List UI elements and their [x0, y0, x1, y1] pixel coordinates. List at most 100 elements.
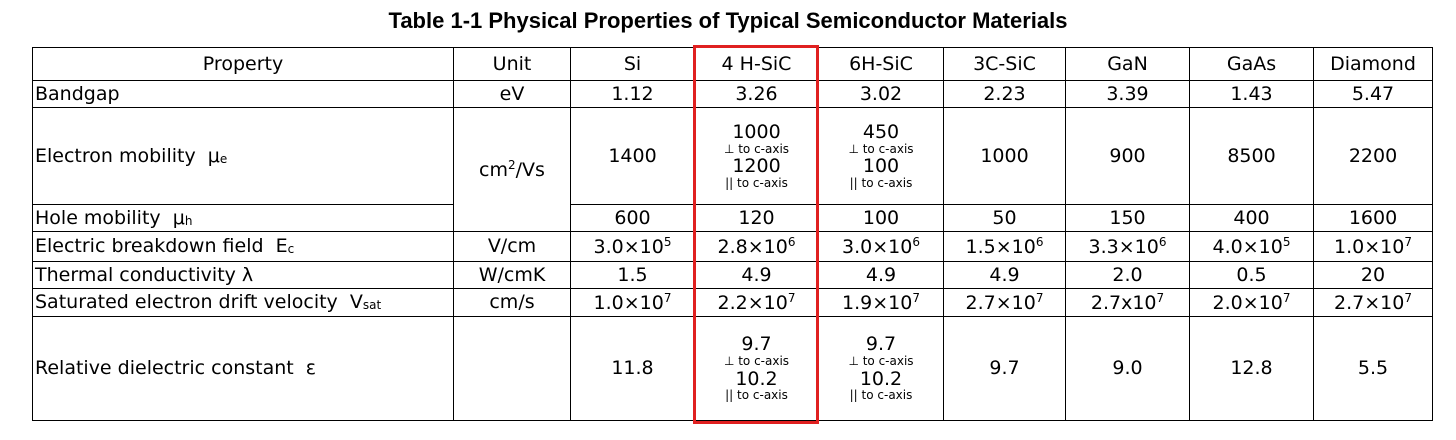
unit-cell: W/cmK: [453, 261, 571, 289]
table-row: Thermal conductivity λ W/cmK 1.5 4.9 4.9 4.9 2…: [32, 261, 1433, 289]
value-cell: 2.0: [1065, 261, 1190, 289]
column-header: 4 H-SiC: [694, 47, 819, 81]
cell-text: cm: [479, 158, 508, 181]
cell-text: 6: [912, 234, 920, 249]
value-cell: 1.0×107: [570, 288, 695, 317]
cell-text: 7: [663, 290, 672, 305]
value-cell: 120: [694, 204, 819, 232]
value-cell: 2200: [1313, 107, 1433, 205]
value-cell: 400: [1189, 204, 1314, 232]
property-cell: Electric breakdown field Ec: [32, 231, 454, 262]
cell-text: W/cmK: [478, 263, 546, 286]
value-cell: 8500: [1189, 107, 1314, 205]
cell-text: sat: [362, 298, 382, 313]
value-cell: 1.5×106: [943, 231, 1066, 262]
value-cell: 3.3×106: [1065, 231, 1190, 262]
cell-text: 2.7×10: [1334, 291, 1405, 314]
cell-text: eV: [499, 82, 525, 105]
value-cell: 4.9: [694, 261, 819, 289]
cell-value: 9.7: [865, 333, 897, 356]
value-cell: 5.5: [1313, 316, 1433, 421]
property-cell: Hole mobility μh: [32, 204, 454, 232]
cell-value: 100: [862, 155, 900, 177]
value-cell: 1400: [570, 107, 695, 205]
cell-text: Electric breakdown field E: [35, 235, 288, 258]
column-header: GaAs: [1189, 47, 1314, 81]
cell-value: 1200: [732, 155, 781, 177]
cell-text: Electron mobility μ: [35, 144, 220, 167]
cell-text: Saturated electron drift velocity V: [35, 291, 363, 314]
cell-text: e: [219, 151, 228, 166]
value-cell: 9.7 ⊥ to c-axis 10.2 || to c-axis: [818, 316, 944, 421]
cell-value: 450: [862, 120, 900, 143]
value-cell: 2.0×107: [1189, 288, 1314, 317]
value-cell: 4.9: [943, 261, 1066, 289]
unit-cell: cm2/Vs: [453, 107, 571, 232]
cell-text: 2: [508, 157, 516, 172]
cell-text: 7: [1404, 234, 1412, 249]
cell-text: 6: [787, 234, 796, 249]
table-row: Relative dielectric constant ε 11.8 9.7 ⊥ t…: [32, 316, 1433, 421]
value-cell: 1.5: [570, 261, 695, 289]
value-cell: 2.8×106: [694, 231, 819, 262]
cell-text: 1.5×10: [965, 235, 1036, 258]
value-cell: 3.39: [1065, 80, 1190, 108]
value-cell: 9.0: [1065, 316, 1190, 421]
table-row: Hole mobility μh 600 120 100 50 150 400 1600: [32, 204, 1433, 232]
value-cell: 3.26: [694, 80, 819, 108]
cell-text: 3.0×10: [842, 235, 913, 258]
cell-text: V/cm: [487, 235, 537, 258]
value-cell: 9.7 ⊥ to c-axis 10.2 || to c-axis: [694, 316, 819, 421]
cell-text: 5: [1282, 234, 1291, 249]
cell-text: 2.8×10: [717, 235, 788, 258]
table-row: Electron mobility μe cm2/Vs 1400 1000 ⊥ to c…: [32, 107, 1433, 232]
cell-text: Hole mobility μ: [35, 206, 185, 229]
unit-cell: eV: [453, 80, 571, 108]
cell-text: 2.7×10: [965, 291, 1036, 314]
column-header: 6H-SiC: [818, 47, 944, 81]
axis-note: ⊥ to c-axis: [723, 141, 790, 156]
value-cell: 1.12: [570, 80, 695, 108]
value-cell: 4.9: [818, 261, 944, 289]
value-cell: 3.0×105: [570, 231, 695, 262]
value-cell: 3.0×106: [818, 231, 944, 262]
property-cell: Bandgap: [32, 80, 454, 108]
value-cell: 0.5: [1189, 261, 1314, 289]
value-cell: 1000: [943, 107, 1066, 205]
cell-text: 7: [1156, 290, 1165, 305]
value-cell: 450 ⊥ to c-axis 100 || to c-axis: [818, 107, 944, 205]
value-cell: 1.43: [1189, 80, 1314, 108]
cell-text: 1.0×10: [1334, 235, 1405, 258]
unit-cell: [453, 316, 571, 421]
column-header: Property: [32, 47, 454, 81]
value-cell: 150: [1065, 204, 1190, 232]
axis-note: ⊥ to c-axis: [723, 354, 790, 369]
cell-text: 3.3×10: [1088, 235, 1159, 258]
value-cell: 1600: [1313, 204, 1433, 232]
value-cell: 900: [1065, 107, 1190, 205]
column-header: Diamond: [1313, 47, 1433, 81]
table-row: Bandgap eV 1.12 3.26 3.02 2.23 3.39 1.43 5.47: [32, 80, 1433, 108]
value-cell: 2.2×107: [694, 288, 819, 317]
value-cell: 1000 ⊥ to c-axis 1200 || to c-axis: [694, 107, 819, 205]
column-header: GaN: [1065, 47, 1190, 81]
cell-text: 1.0×10: [593, 291, 664, 314]
cell-text: c: [287, 242, 295, 257]
cell-text: 2.7x10: [1090, 291, 1157, 314]
value-cell: 3.02: [818, 80, 944, 108]
column-header: Unit: [453, 47, 571, 81]
value-cell: 100: [818, 204, 944, 232]
value-cell: 9.7: [943, 316, 1066, 421]
property-cell: Electron mobility μe: [32, 107, 454, 205]
cell-text: 3.0×10: [593, 235, 664, 258]
table-title: Table 1-1 Physical Properties of Typical…: [388, 8, 1068, 33]
cell-text: Bandgap: [35, 82, 120, 105]
cell-value: 10.2: [735, 367, 778, 390]
cell-text: 7: [1035, 290, 1044, 305]
cell-text: Thermal conductivity λ: [35, 263, 254, 286]
value-cell: 50: [943, 204, 1066, 232]
cell-value: 9.7: [741, 333, 772, 356]
header-row: Property Unit Si 4 H-SiC 6H-SiC 3C-SiC GaN GaAs…: [32, 47, 1433, 81]
value-cell: 4.0×105: [1189, 231, 1314, 262]
